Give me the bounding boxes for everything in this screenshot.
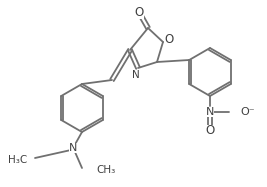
- Text: O: O: [164, 33, 174, 45]
- Text: H₃C: H₃C: [8, 155, 27, 165]
- Text: O: O: [134, 5, 144, 19]
- Text: N: N: [206, 107, 214, 117]
- Text: O: O: [205, 125, 215, 137]
- Text: O⁻: O⁻: [240, 107, 255, 117]
- Text: CH₃: CH₃: [96, 165, 115, 175]
- Text: N: N: [132, 70, 140, 80]
- Text: N: N: [69, 143, 77, 153]
